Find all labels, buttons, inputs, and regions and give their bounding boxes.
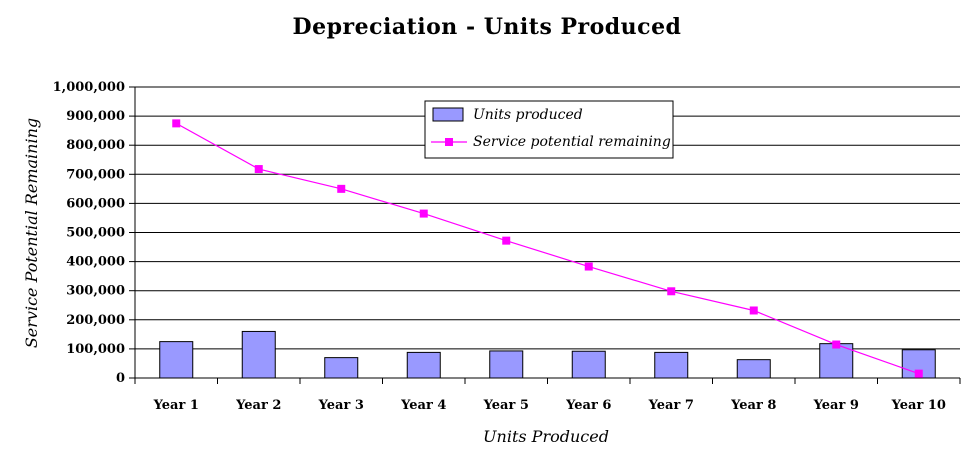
line-point bbox=[914, 369, 923, 378]
y-tick-label: 500,000 bbox=[66, 226, 125, 241]
legend-label: Service potential remaining bbox=[473, 134, 671, 150]
y-tick-label: 400,000 bbox=[66, 255, 125, 270]
x-tick-label: Year 1 bbox=[153, 398, 199, 413]
y-tick-label: 600,000 bbox=[66, 196, 125, 211]
line-point bbox=[172, 119, 181, 128]
bar bbox=[489, 350, 524, 379]
bar bbox=[406, 351, 441, 379]
x-tick-label: Year 2 bbox=[235, 398, 281, 413]
legend-box bbox=[424, 100, 674, 159]
x-tick-label: Year 4 bbox=[400, 398, 446, 413]
line-point bbox=[584, 262, 593, 271]
y-tick-label: 1,000,000 bbox=[53, 80, 125, 95]
x-tick-label: Year 10 bbox=[891, 398, 946, 413]
bar bbox=[736, 359, 771, 379]
bar bbox=[241, 330, 276, 379]
y-tick-label: 900,000 bbox=[66, 109, 125, 124]
legend-swatch-marker bbox=[445, 138, 453, 146]
legend-swatch-units-produced bbox=[432, 107, 464, 122]
bar bbox=[159, 341, 194, 379]
y-axis-label: Service Potential Remaining bbox=[22, 118, 41, 348]
line-point bbox=[667, 287, 676, 296]
legend-label: Units produced bbox=[473, 107, 583, 123]
bar bbox=[571, 350, 606, 379]
axes: 0 100,000 200,000 300,000 400,000 500,000 600,… bbox=[53, 80, 961, 413]
x-tick-label: Year 5 bbox=[483, 398, 529, 413]
bar-series bbox=[159, 330, 936, 379]
bar bbox=[654, 351, 689, 379]
chart-title: Depreciation - Units Produced bbox=[293, 14, 682, 40]
y-tick-label: 200,000 bbox=[66, 313, 125, 328]
line-path bbox=[175, 122, 919, 375]
line-point bbox=[832, 340, 841, 349]
x-axis-label: Units Produced bbox=[483, 427, 609, 446]
y-tick-label: 700,000 bbox=[66, 167, 125, 182]
x-tick-label: Year 6 bbox=[565, 398, 611, 413]
x-tick-label: Year 3 bbox=[318, 398, 364, 413]
x-tick-label: Year 8 bbox=[730, 398, 776, 413]
y-tick-label: 300,000 bbox=[66, 284, 125, 299]
line-point bbox=[502, 236, 511, 245]
line-point bbox=[419, 209, 428, 218]
legend: Units produced Service potential remainin… bbox=[424, 100, 674, 159]
x-tick-label: Year 7 bbox=[648, 398, 694, 413]
line-point bbox=[254, 165, 263, 174]
bar bbox=[324, 357, 359, 379]
y-tick-label: 0 bbox=[116, 371, 125, 386]
line-point bbox=[337, 184, 346, 193]
y-tick-label: 800,000 bbox=[66, 138, 125, 153]
line-series bbox=[172, 119, 923, 378]
y-tick-label: 100,000 bbox=[66, 342, 125, 357]
x-tick-label: Year 9 bbox=[813, 398, 859, 413]
line-point bbox=[749, 306, 758, 315]
